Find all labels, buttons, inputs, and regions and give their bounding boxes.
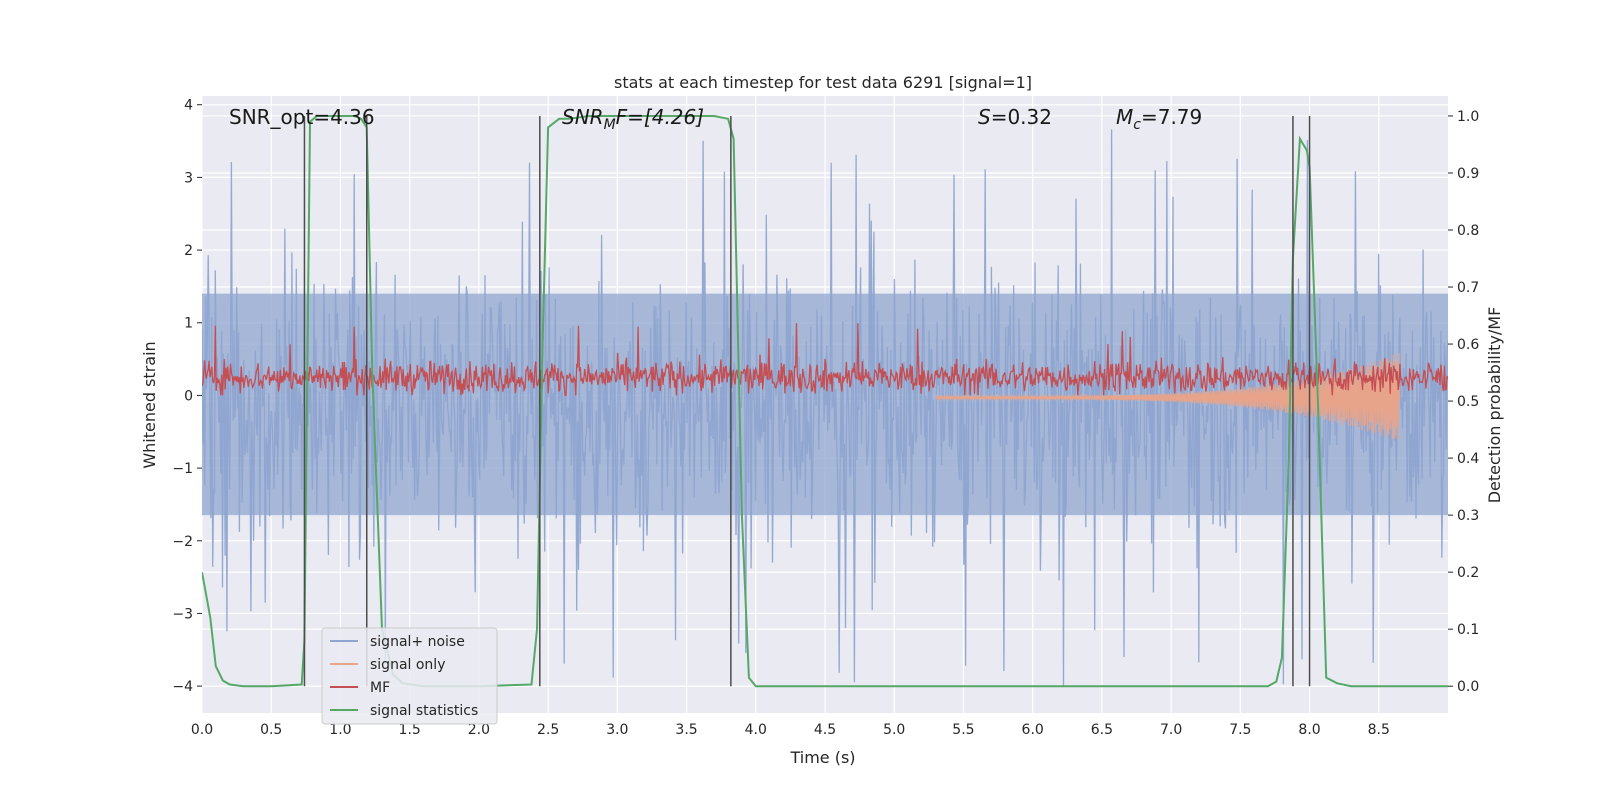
annotation-s-base: S (978, 105, 991, 129)
annotation-snr-mf-base: SNR (562, 105, 604, 129)
series-signal-only-line (935, 352, 1401, 440)
x-tick-label: 2.5 (537, 722, 559, 738)
legend-label-signal-only: signal only (370, 657, 445, 673)
y-axis-right-ticks: 1.0 0.9 0.8 0.7 0.6 0.5 0.4 0.3 0.2 0.1 0.0 (1448, 109, 1479, 695)
legend-box (321, 627, 498, 725)
annotation-snr-mf-rest: F=[4.26] (616, 105, 704, 129)
y-right-tick-label: 0.8 (1457, 223, 1479, 239)
y-left-tick-label: 4 (184, 98, 193, 114)
annotation-s-rest: =0.32 (991, 105, 1052, 129)
y-right-tick-label: 0.9 (1457, 166, 1479, 182)
x-tick-label: 6.5 (1091, 722, 1113, 738)
x-tick-label: 2.0 (468, 722, 490, 738)
y-left-tick-label: 2 (184, 243, 193, 259)
x-tick-label: 6.0 (1022, 722, 1044, 738)
y-left-tick-label: −3 (172, 606, 193, 622)
y-right-tick-label: 0.6 (1457, 337, 1479, 353)
y-axis-right-label: Detection probability/MF (1485, 307, 1504, 504)
y-left-tick-label: −2 (172, 534, 193, 550)
x-tick-label: 4.0 (745, 722, 767, 738)
vertical-markers (303, 115, 1311, 687)
annotation-s: S=0.32 (978, 105, 1052, 129)
x-tick-label: 4.5 (814, 722, 836, 738)
y-right-tick-label: 0.5 (1457, 394, 1479, 410)
y-right-tick-label: 0.7 (1457, 280, 1479, 296)
x-tick-label: 8.0 (1298, 722, 1320, 738)
legend: signal+ noise signal only MF signal stat… (321, 627, 498, 725)
series-mf-line (202, 323, 1448, 397)
annotation-mc: Mc=7.79 (1116, 105, 1202, 133)
y-left-tick-label: 0 (184, 388, 193, 404)
y-right-tick-label: 0.4 (1457, 451, 1479, 467)
annotation-mc-sub: c (1133, 117, 1141, 133)
legend-label-mf: MF (370, 680, 390, 696)
annotation-snr-mf-sub: M (604, 117, 616, 133)
x-tick-label: 0.0 (191, 722, 213, 738)
x-tick-label: 5.5 (952, 722, 974, 738)
x-tick-label: 3.5 (675, 722, 697, 738)
x-tick-label: 7.5 (1229, 722, 1251, 738)
y-right-tick-label: 0.1 (1457, 622, 1479, 638)
annotation-mc-base: M (1116, 105, 1133, 129)
legend-label-signal-noise: signal+ noise (370, 634, 465, 650)
y-left-tick-label: −1 (172, 461, 193, 477)
series-layer (202, 115, 1448, 688)
y-axis-left-label: Whitened strain (140, 341, 159, 468)
x-axis-label: Time (s) (789, 748, 855, 767)
y-axis-left-ticks: 4 3 2 1 0 −1 −2 −3 −4 (172, 98, 202, 695)
x-tick-label: 3.0 (606, 722, 628, 738)
x-tick-label: 5.0 (883, 722, 905, 738)
y-right-tick-label: 0.3 (1457, 508, 1479, 524)
x-axis-ticks: 0.0 0.5 1.0 1.5 2.0 2.5 3.0 3.5 4.0 4.5 5.0 5.5 6.0 6… (191, 722, 1390, 738)
legend-label-signal-statistics: signal statistics (370, 703, 478, 719)
x-tick-label: 0.5 (260, 722, 282, 738)
chart-title: stats at each timestep for test data 629… (614, 73, 1032, 92)
y-left-tick-label: −4 (172, 679, 193, 695)
x-tick-label: 1.5 (399, 722, 421, 738)
annotation-snr-mf: SNRMF=[4.26] (562, 105, 704, 133)
y-left-tick-label: 1 (184, 316, 193, 332)
x-tick-label: 8.5 (1368, 722, 1390, 738)
x-tick-label: 1.0 (329, 722, 351, 738)
y-right-tick-label: 0.0 (1457, 679, 1479, 695)
y-left-tick-label: 3 (184, 170, 193, 186)
y-right-tick-label: 1.0 (1457, 109, 1479, 125)
annotation-snr-opt: SNR_opt=4.36 (229, 105, 375, 129)
x-tick-label: 7.0 (1160, 722, 1182, 738)
y-right-tick-label: 0.2 (1457, 565, 1479, 581)
annotation-mc-rest: =7.79 (1141, 105, 1202, 129)
